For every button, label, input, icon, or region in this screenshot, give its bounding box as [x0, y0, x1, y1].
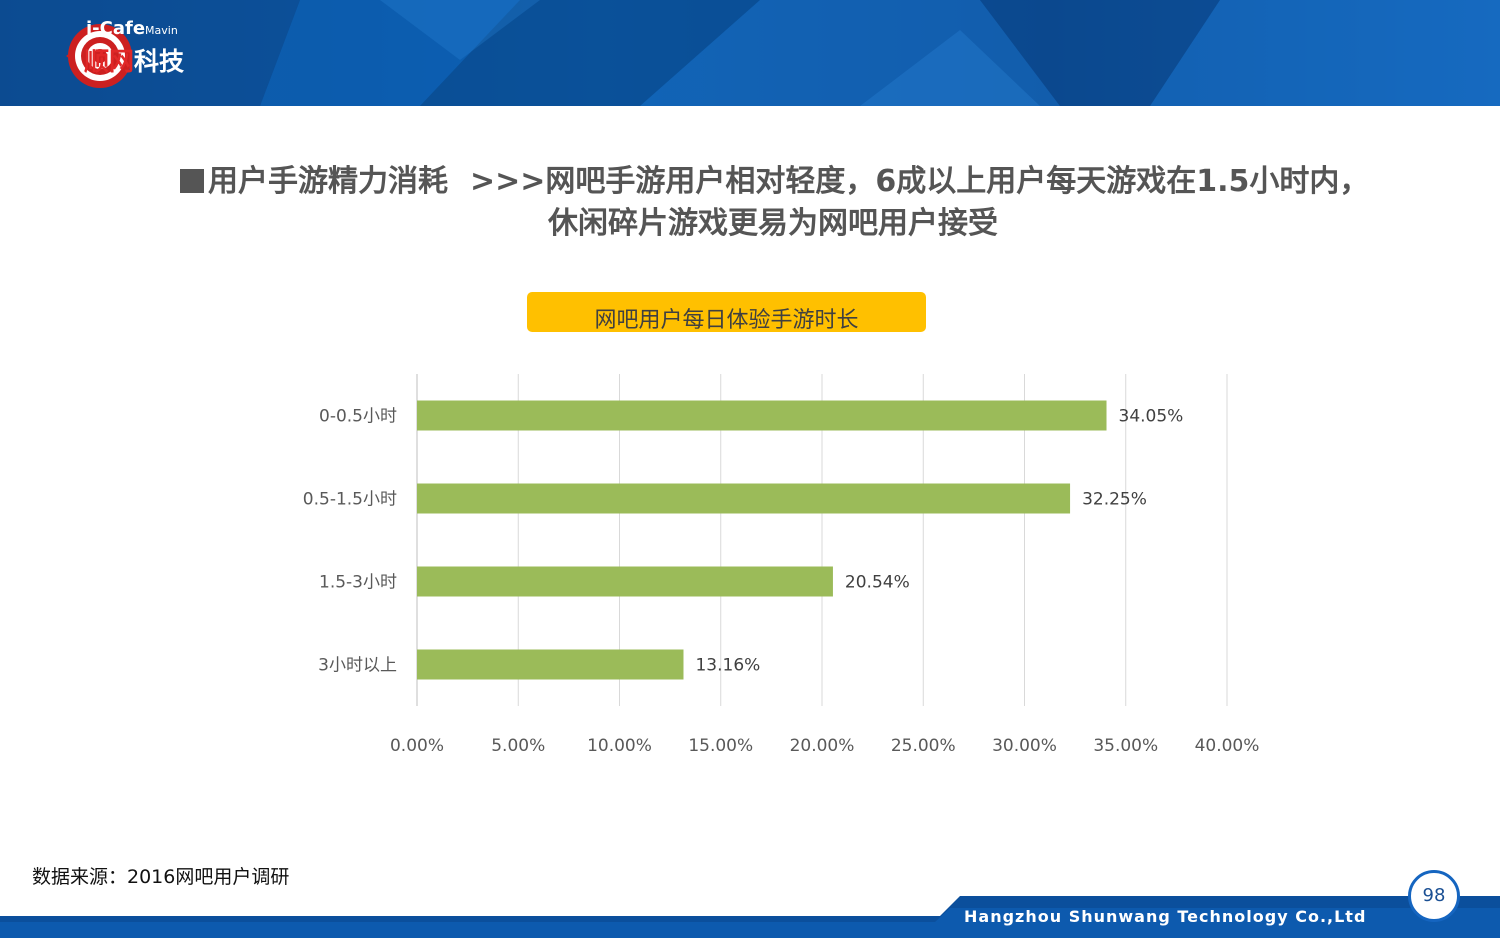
category-label: 3小时以上 — [318, 656, 397, 676]
logo-chinese-text: 顺网科技 — [84, 47, 185, 76]
square-bullet-icon — [180, 169, 204, 193]
x-tick-label: 10.00% — [587, 736, 652, 756]
data-label: 20.54% — [845, 573, 910, 593]
chart-title-box: 网吧用户每日体验手游时长 — [527, 292, 926, 332]
headline-line2: 休闲碎片游戏更易为网吧用户接受 — [548, 206, 998, 241]
page-number: 98 — [1408, 870, 1460, 922]
company-logo — [60, 12, 290, 94]
header-banner: i-CafeMavin 顺网科技 — [0, 0, 1500, 106]
x-tick-label: 40.00% — [1195, 736, 1260, 756]
bar — [417, 400, 1107, 431]
section-label: 用户手游精力消耗 — [208, 164, 448, 199]
bar — [417, 566, 833, 597]
x-tick-label: 0.00% — [390, 736, 444, 756]
x-tick-label: 15.00% — [688, 736, 753, 756]
category-label: 1.5-3小时 — [319, 573, 397, 593]
company-name-footer: Hangzhou Shunwang Technology Co.,Ltd — [964, 907, 1367, 926]
x-tick-label: 25.00% — [891, 736, 956, 756]
category-label: 0-0.5小时 — [319, 407, 397, 427]
header-polygon-pattern — [0, 0, 1500, 106]
bar-chart: 0.00% 5.00% 10.00% 15.00% 20.00% 25.00% 30.00%… — [303, 374, 1260, 756]
bar — [417, 649, 684, 680]
x-tick-label: 35.00% — [1093, 736, 1158, 756]
category-label: 0.5-1.5小时 — [303, 490, 397, 510]
data-label: 34.05% — [1119, 407, 1184, 427]
x-tick-label: 20.00% — [790, 736, 855, 756]
data-label: 32.25% — [1082, 490, 1147, 510]
footer-band — [0, 896, 1500, 938]
target-logo-icon — [66, 24, 132, 88]
data-label: 13.16% — [695, 656, 760, 676]
logo-icafe-text: i-CafeMavin — [86, 18, 178, 39]
page-title: 用户手游精力消耗 >>>网吧手游用户相对轻度，6成以上用户每天游戏在1.5小时内，… — [180, 162, 1460, 246]
x-tick-label: 30.00% — [992, 736, 1057, 756]
headline-line1: >>>网吧手游用户相对轻度，6成以上用户每天游戏在1.5小时内， — [470, 164, 1370, 199]
source-note: 数据来源：2016网吧用户调研 — [32, 866, 290, 888]
x-tick-label: 5.00% — [491, 736, 545, 756]
bar — [417, 483, 1071, 514]
